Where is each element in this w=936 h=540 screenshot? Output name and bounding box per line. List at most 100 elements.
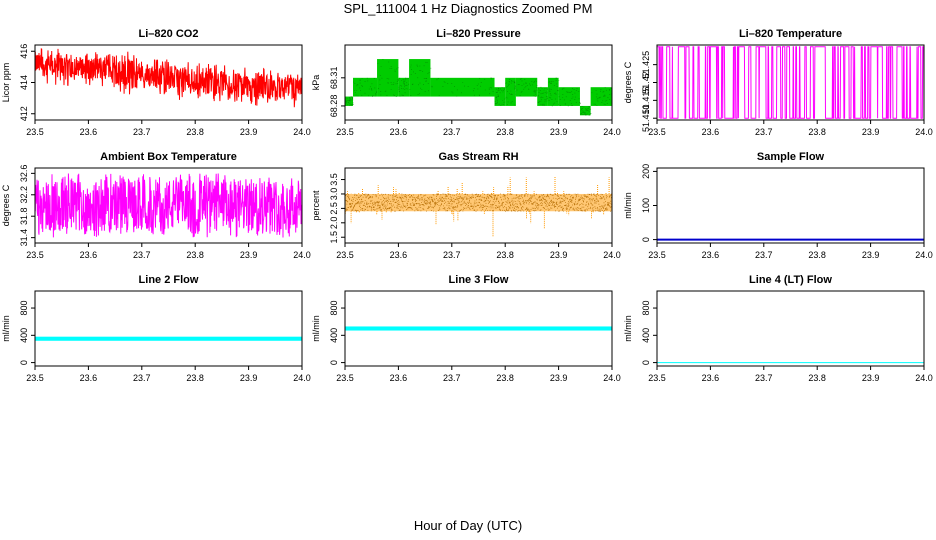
y-tick-label: 0 xyxy=(19,360,29,365)
x-tick-label: 24.0 xyxy=(603,373,621,383)
x-tick-label: 23.9 xyxy=(240,373,258,383)
x-tick-label: 23.5 xyxy=(26,127,44,137)
y-tick-label: 416 xyxy=(19,44,29,59)
plot-frame xyxy=(34,290,303,367)
pressure-segment-5 xyxy=(430,77,495,97)
x-tick-label: 23.7 xyxy=(755,250,773,260)
y-tick-label: 400 xyxy=(641,328,651,343)
series-line xyxy=(657,46,924,119)
x-tick-label: 23.8 xyxy=(186,127,204,137)
plot-frame xyxy=(34,167,303,244)
chart-co2: Li–820 CO2 Licor ppm 23.5 23.6 23.7 23.8 23.9 2… xyxy=(1,28,311,137)
y-tick-label: 800 xyxy=(19,301,29,316)
pressure-segment-8 xyxy=(515,77,538,97)
plot-frame xyxy=(656,290,925,367)
x-tick-label: 23.6 xyxy=(390,373,408,383)
x-tick-label: 23.6 xyxy=(80,127,98,137)
y-tick-label: 400 xyxy=(329,328,339,343)
x-tick-label: 23.6 xyxy=(702,373,720,383)
x-tick-label: 23.5 xyxy=(26,250,44,260)
pressure-segment-7 xyxy=(505,77,516,106)
pressure-segment-11 xyxy=(558,87,580,106)
page-title: SPL_111004 1 Hz Diagnostics Zoomed PM xyxy=(343,1,593,16)
x-tick-label: 23.7 xyxy=(133,127,151,137)
y-axis-label: percent xyxy=(311,190,321,221)
y-tick-label: 800 xyxy=(641,301,651,316)
y-tick-label: 68.31 xyxy=(329,67,339,90)
chart-title: Li–820 Temperature xyxy=(739,28,842,40)
y-tick-label: 400 xyxy=(19,328,29,343)
x-tick-label: 24.0 xyxy=(915,127,933,137)
pressure-texture xyxy=(398,77,410,97)
pressure-segment-1 xyxy=(353,77,378,97)
y-tick-label: 51.415 xyxy=(641,87,651,115)
y-axis-label: ml/min xyxy=(623,192,633,219)
chart-rh: Gas Stream RH percent 23.5 23.6 23.7 23.8 23.9… xyxy=(311,151,621,260)
chart-line4: Line 4 (LT) Flow ml/min 23.5 23.6 23.7 23.8 23… xyxy=(623,274,933,383)
x-tick-label: 24.0 xyxy=(293,127,311,137)
x-tick-label: 23.8 xyxy=(808,127,826,137)
x-tick-label: 23.9 xyxy=(550,250,568,260)
x-tick-label: 23.9 xyxy=(550,127,568,137)
x-tick-label: 23.8 xyxy=(496,250,514,260)
pressure-texture xyxy=(580,106,592,116)
pressure-texture xyxy=(537,86,549,106)
x-tick-label: 24.0 xyxy=(293,250,311,260)
x-tick-label: 23.8 xyxy=(186,373,204,383)
plot-series-ambient xyxy=(35,173,302,238)
x-tick-label: 24.0 xyxy=(915,373,933,383)
x-tick-label: 23.8 xyxy=(496,373,514,383)
y-tick-label: 414 xyxy=(19,75,29,90)
pressure-texture xyxy=(431,77,494,97)
y-axis-label: Licor ppm xyxy=(1,63,11,103)
chart-title: Li–820 CO2 xyxy=(139,28,199,40)
plot-frame xyxy=(344,167,613,244)
x-tick-label: 23.9 xyxy=(862,373,880,383)
y-tick-label: 0 xyxy=(329,360,339,365)
x-axis-label: Hour of Day (UTC) xyxy=(413,518,523,533)
x-tick-label: 23.7 xyxy=(443,127,461,137)
pressure-segment-10 xyxy=(547,77,559,106)
chart-line2: Line 2 Flow ml/min 23.5 23.6 23.7 23.8 23.9 24.… xyxy=(1,274,311,383)
x-tick-label: 23.8 xyxy=(496,127,514,137)
x-tick-label: 24.0 xyxy=(293,373,311,383)
x-tick-label: 23.5 xyxy=(336,373,354,383)
plot-series-co2 xyxy=(35,48,302,108)
pressure-segment-6 xyxy=(494,87,506,106)
x-tick-label: 23.5 xyxy=(648,127,666,137)
x-tick-label: 24.0 xyxy=(603,127,621,137)
chart-ambient: Ambient Box Temperature degrees C 23.5 23.6… xyxy=(1,151,311,260)
pressure-segment-12 xyxy=(579,105,591,116)
y-tick-label: 51.410 xyxy=(641,104,651,132)
y-tick-label: 51.42 xyxy=(641,71,651,94)
plot-frame xyxy=(656,44,925,121)
y-tick-label: 3.0 xyxy=(329,188,339,201)
plot-series-line2 xyxy=(35,336,302,341)
plot-frame xyxy=(656,167,925,244)
plot-frame xyxy=(344,290,613,367)
y-tick-label: 2.5 xyxy=(329,202,339,215)
x-tick-label: 23.6 xyxy=(702,127,720,137)
pressure-texture xyxy=(353,77,377,97)
y-tick-label: 3.5 xyxy=(329,173,339,186)
x-tick-label: 24.0 xyxy=(603,250,621,260)
y-tick-label: 2.0 xyxy=(329,217,339,230)
series-spikes xyxy=(345,176,610,237)
x-tick-label: 23.7 xyxy=(133,373,151,383)
chart-title: Li–820 Pressure xyxy=(436,28,520,40)
pressure-texture xyxy=(377,59,400,97)
y-tick-label: 1.5 xyxy=(329,231,339,244)
pressure-texture xyxy=(558,87,581,107)
plot-series-temperature xyxy=(657,46,924,119)
y-tick-label: 0 xyxy=(641,237,651,242)
pressure-segment-0 xyxy=(345,96,354,106)
chart-title: Line 4 (LT) Flow xyxy=(749,274,832,286)
series-flat xyxy=(345,326,612,331)
chart-temperature: Li–820 Temperature degrees C 23.5 23.6 23.7 2… xyxy=(623,28,933,137)
chart-title: Gas Stream RH xyxy=(438,151,518,163)
pressure-texture xyxy=(505,79,517,106)
pressure-texture xyxy=(494,87,507,106)
x-tick-label: 23.6 xyxy=(390,127,408,137)
pressure-texture xyxy=(345,96,354,106)
x-tick-label: 23.6 xyxy=(390,250,408,260)
